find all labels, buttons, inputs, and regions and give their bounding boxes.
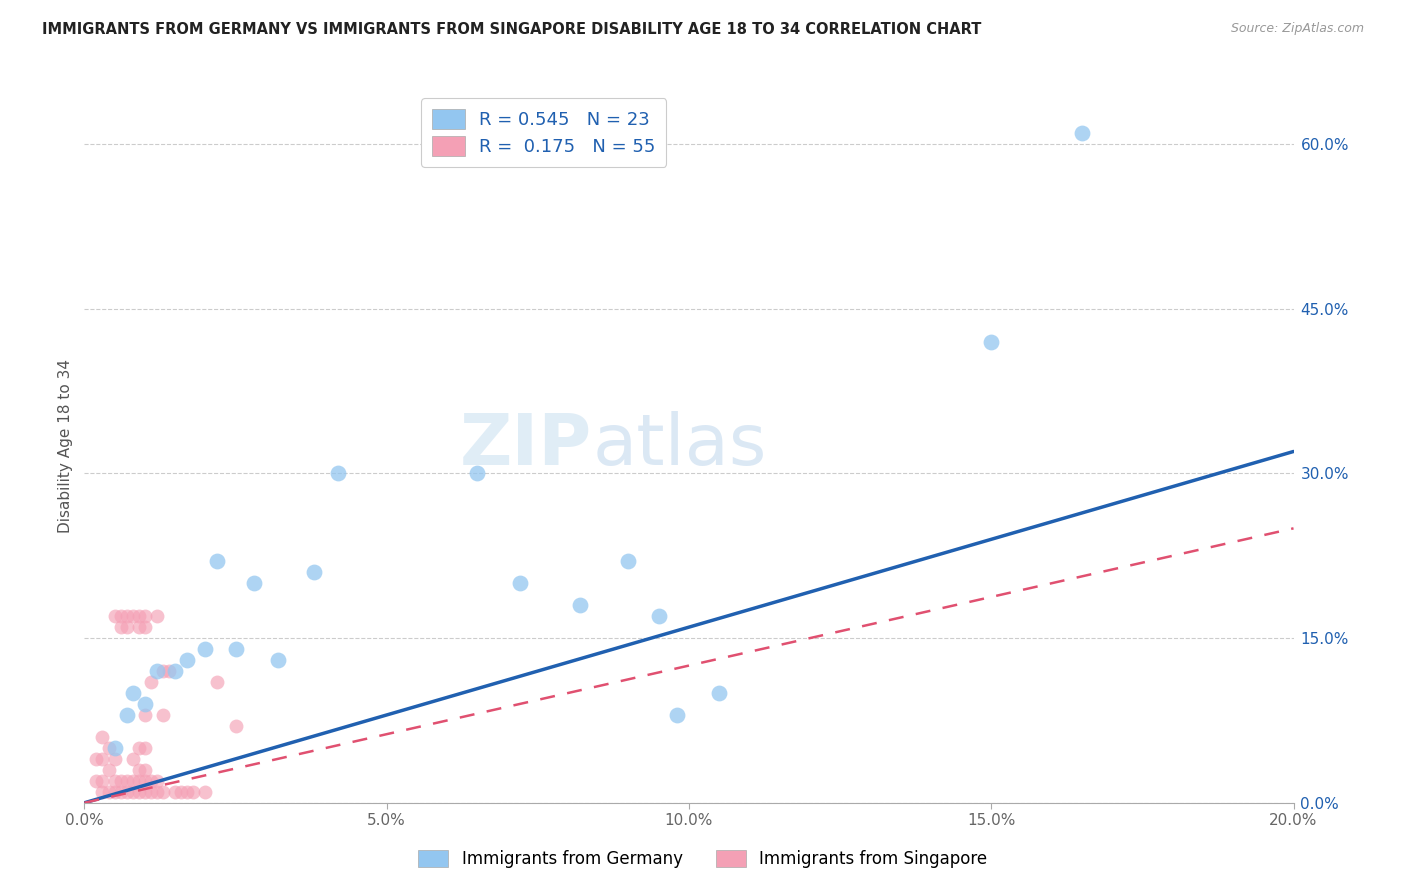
Point [128, 609, 150, 624]
Point [139, 785, 162, 799]
Point [467, 467, 489, 481]
Point [104, 740, 127, 755]
Point [146, 664, 169, 678]
Point [134, 785, 156, 799]
Point [165, 785, 187, 799]
Point [152, 708, 174, 723]
Point [128, 740, 150, 755]
Point [121, 686, 143, 700]
Point [1071, 126, 1094, 140]
Text: Source: ZipAtlas.com: Source: ZipAtlas.com [1230, 22, 1364, 36]
Point [115, 620, 138, 634]
Point [115, 773, 138, 788]
Point [134, 620, 156, 634]
Point [134, 708, 156, 723]
Point [86, 773, 108, 788]
Point [139, 675, 162, 690]
Point [302, 566, 325, 580]
Point [146, 773, 169, 788]
Point [152, 785, 174, 799]
Point [194, 642, 217, 657]
Point [97, 763, 120, 777]
Point [104, 609, 127, 624]
Point [157, 664, 180, 678]
Point [134, 773, 156, 788]
Point [328, 467, 350, 481]
Point [170, 785, 193, 799]
Point [121, 609, 143, 624]
Point [86, 752, 108, 766]
Point [134, 697, 156, 711]
Point [97, 740, 120, 755]
Point [134, 763, 156, 777]
Point [146, 785, 169, 799]
Point [648, 609, 671, 624]
Point [115, 708, 138, 723]
Point [91, 773, 114, 788]
Point [121, 773, 143, 788]
Point [139, 773, 162, 788]
Point [134, 740, 156, 755]
Point [176, 785, 198, 799]
Point [110, 773, 132, 788]
Point [267, 653, 290, 667]
Point [128, 763, 150, 777]
Point [121, 785, 143, 799]
Point [97, 785, 120, 799]
Point [980, 334, 1002, 349]
Point [115, 785, 138, 799]
Point [104, 773, 127, 788]
Point [165, 664, 187, 678]
Point [110, 620, 132, 634]
Point [569, 598, 592, 612]
Point [146, 609, 169, 624]
Point [225, 719, 247, 733]
Point [225, 642, 247, 657]
Point [207, 554, 229, 568]
Point [104, 785, 127, 799]
Point [176, 653, 198, 667]
Point [128, 785, 150, 799]
Point [509, 576, 531, 591]
Point [91, 785, 114, 799]
Point [152, 664, 174, 678]
Text: atlas: atlas [592, 411, 766, 481]
Legend: Immigrants from Germany, Immigrants from Singapore: Immigrants from Germany, Immigrants from… [412, 843, 994, 875]
Point [194, 785, 217, 799]
Point [181, 785, 204, 799]
Point [128, 620, 150, 634]
Point [128, 773, 150, 788]
Text: IMMIGRANTS FROM GERMANY VS IMMIGRANTS FROM SINGAPORE DISABILITY AGE 18 TO 34 COR: IMMIGRANTS FROM GERMANY VS IMMIGRANTS FR… [42, 22, 981, 37]
Point [91, 730, 114, 744]
Point [207, 675, 229, 690]
Legend: R = 0.545   N = 23, R =  0.175   N = 55: R = 0.545 N = 23, R = 0.175 N = 55 [422, 98, 666, 167]
Point [121, 752, 143, 766]
Point [104, 752, 127, 766]
Point [617, 554, 640, 568]
Point [242, 576, 264, 591]
Point [110, 785, 132, 799]
Point [665, 708, 688, 723]
Point [110, 609, 132, 624]
Point [134, 609, 156, 624]
Point [115, 609, 138, 624]
Point [91, 752, 114, 766]
Point [709, 686, 731, 700]
Y-axis label: Disability Age 18 to 34: Disability Age 18 to 34 [58, 359, 73, 533]
Text: ZIP: ZIP [460, 411, 592, 481]
